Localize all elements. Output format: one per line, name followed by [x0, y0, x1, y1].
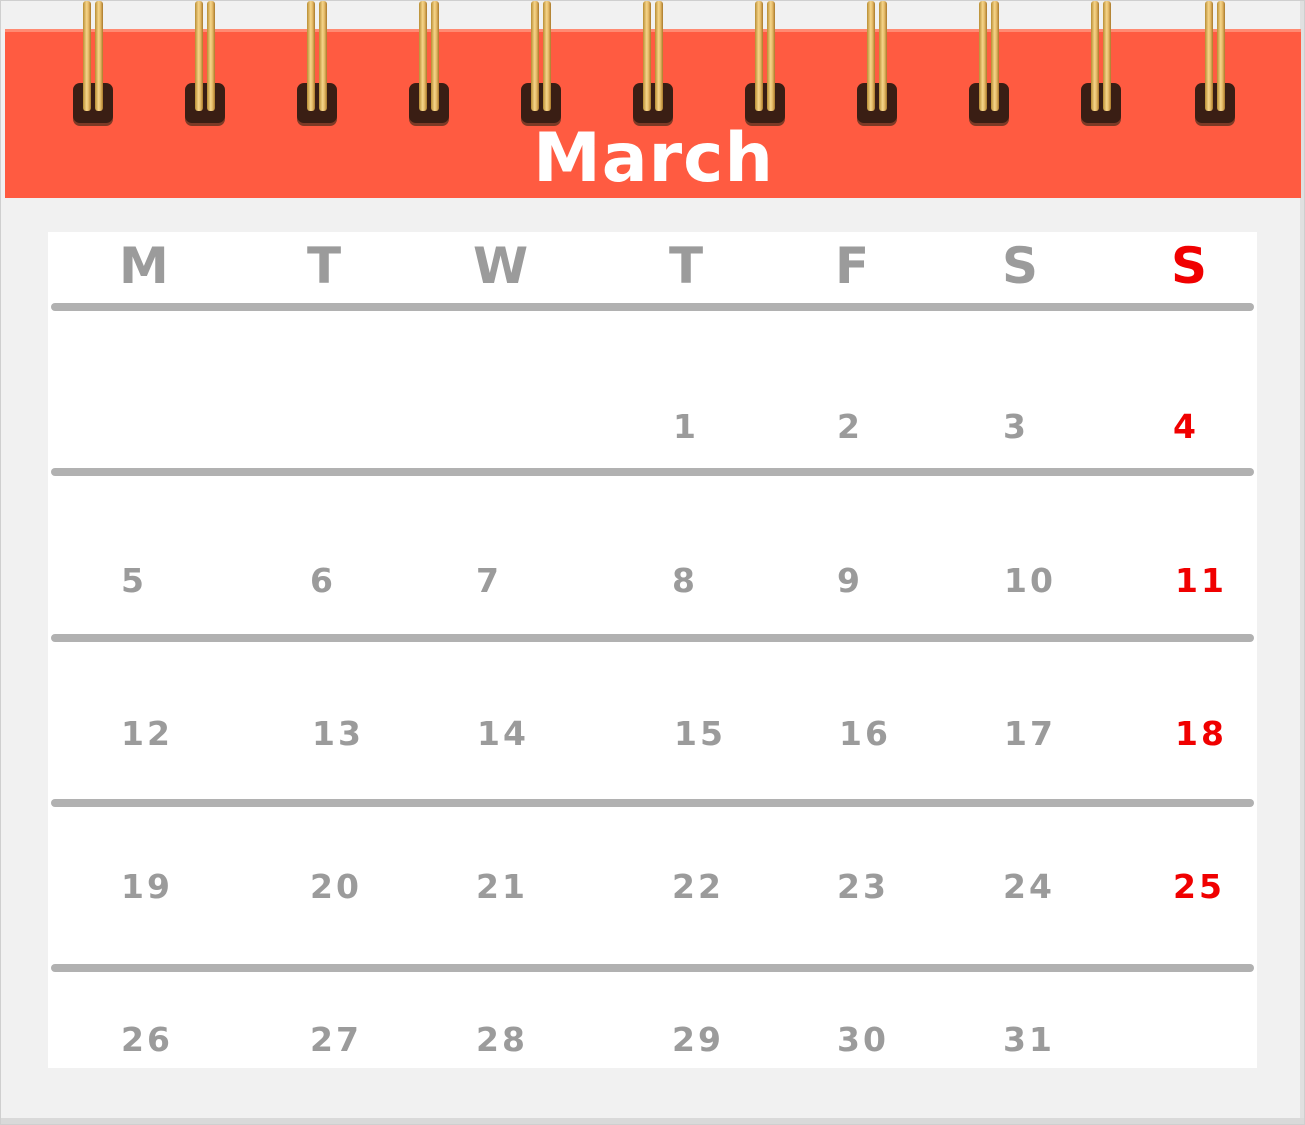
weekday-header-monday: M: [119, 237, 169, 295]
day-cell[interactable]: 21: [476, 867, 528, 906]
day-cell-sunday[interactable]: 18: [1175, 714, 1227, 753]
binder-ring-icon: [969, 1, 1009, 125]
day-cell-sunday[interactable]: 25: [1173, 867, 1225, 906]
binder-ring-icon: [297, 1, 337, 125]
weekday-header-thursday: T: [669, 237, 704, 295]
day-cell[interactable]: 8: [672, 561, 698, 600]
day-cell[interactable]: 2: [837, 407, 863, 446]
day-cell[interactable]: 20: [310, 867, 362, 906]
row-divider: [51, 634, 1254, 642]
weekday-header-friday: F: [835, 237, 870, 295]
month-title: March: [533, 119, 774, 198]
day-cell[interactable]: 31: [1003, 1020, 1055, 1059]
binder-ring-icon: [185, 1, 225, 125]
day-cell[interactable]: 9: [837, 561, 863, 600]
binder-ring-icon: [633, 1, 673, 125]
day-cell[interactable]: 23: [837, 867, 889, 906]
weekday-header-tuesday: T: [307, 237, 342, 295]
day-cell-sunday[interactable]: 11: [1175, 561, 1227, 600]
binder-ring-icon: [745, 1, 785, 125]
day-cell[interactable]: 7: [476, 561, 502, 600]
weekday-header-saturday: S: [1002, 237, 1039, 295]
day-cell[interactable]: 24: [1003, 867, 1055, 906]
day-cell[interactable]: 19: [121, 867, 173, 906]
binder-ring-icon: [1195, 1, 1235, 125]
day-cell[interactable]: 5: [121, 561, 147, 600]
row-divider: [51, 303, 1254, 311]
day-cell[interactable]: 27: [310, 1020, 362, 1059]
day-cell[interactable]: 6: [310, 561, 336, 600]
day-cell[interactable]: 22: [672, 867, 724, 906]
binder-ring-icon: [857, 1, 897, 125]
weekday-header-sunday: S: [1171, 237, 1208, 295]
binder-ring-icon: [409, 1, 449, 125]
day-cell[interactable]: 13: [312, 714, 364, 753]
binder-ring-icon: [73, 1, 113, 125]
day-cell[interactable]: 15: [674, 714, 726, 753]
day-cell[interactable]: 17: [1004, 714, 1056, 753]
row-divider: [51, 799, 1254, 807]
day-cell[interactable]: 10: [1004, 561, 1056, 600]
row-divider: [51, 964, 1254, 972]
day-cell-sunday[interactable]: 4: [1173, 407, 1199, 446]
day-cell[interactable]: 26: [121, 1020, 173, 1059]
day-cell[interactable]: 29: [672, 1020, 724, 1059]
row-divider: [51, 468, 1254, 476]
day-cell[interactable]: 16: [839, 714, 891, 753]
binder-ring-icon: [521, 1, 561, 125]
day-cell[interactable]: 30: [837, 1020, 889, 1059]
day-cell[interactable]: 28: [476, 1020, 528, 1059]
day-cell[interactable]: 12: [121, 714, 173, 753]
calendar-grid: [48, 232, 1257, 1068]
binder-ring-icon: [1081, 1, 1121, 125]
day-cell[interactable]: 3: [1003, 407, 1029, 446]
day-cell[interactable]: 1: [673, 407, 699, 446]
weekday-header-wednesday: W: [473, 237, 529, 295]
day-cell[interactable]: 14: [477, 714, 529, 753]
